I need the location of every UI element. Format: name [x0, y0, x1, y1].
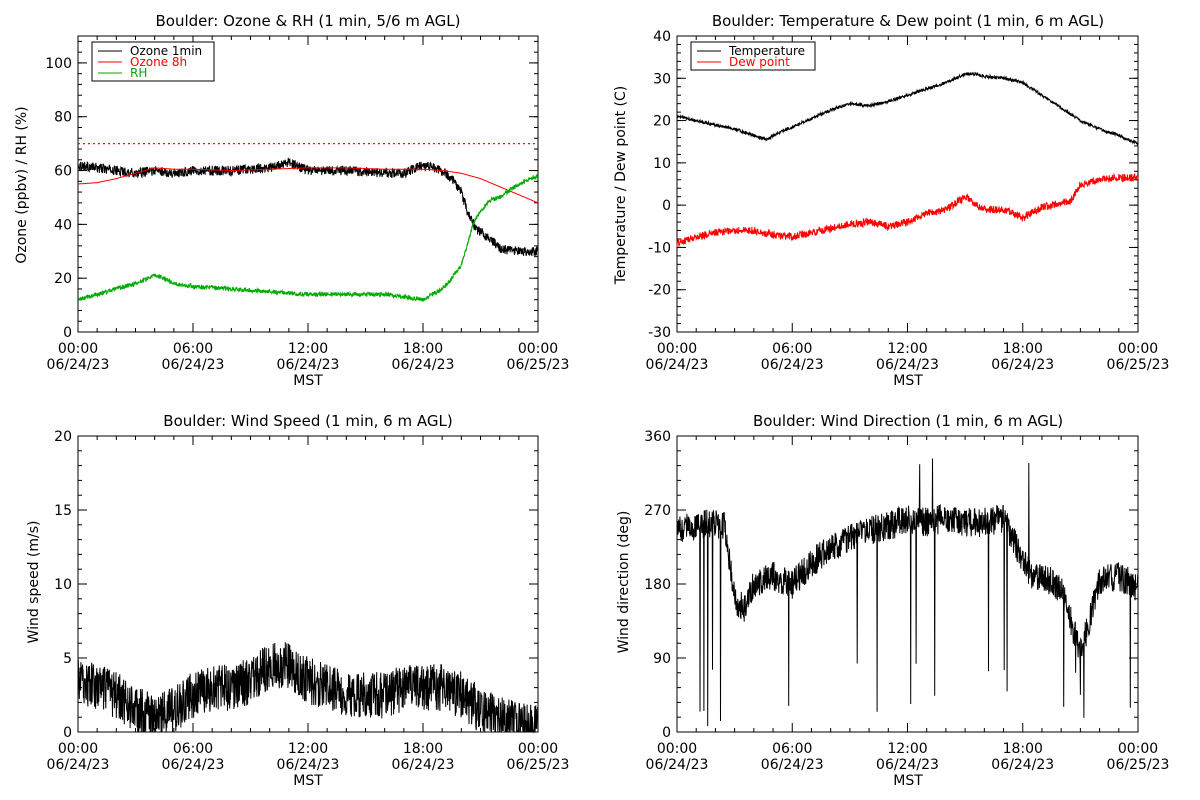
- x-tick-label-time: 18:00: [403, 741, 443, 757]
- x-tick-label-date: 06/24/23: [162, 757, 225, 773]
- chart-title: Boulder: Temperature & Dew point (1 min,…: [712, 12, 1104, 30]
- x-tick-label-time: 06:00: [772, 341, 812, 357]
- x-tick-label-time: 06:00: [772, 741, 812, 757]
- x-axis-label: MST: [893, 773, 923, 789]
- x-tick-label-time: 00:00: [1118, 741, 1158, 757]
- x-tick-label-time: 00:00: [518, 341, 558, 357]
- x-tick-label-date: 06/24/23: [392, 357, 455, 373]
- x-tick-label-time: 00:00: [58, 341, 98, 357]
- y-tick-label: 100: [45, 56, 72, 72]
- x-tick-label-date: 06/24/23: [876, 357, 939, 373]
- series-line-ozone-1min: [77, 157, 539, 257]
- y-tick-label: 80: [54, 110, 72, 126]
- y-tick-label: 270: [644, 503, 671, 519]
- y-tick-label: 40: [653, 29, 671, 45]
- legend-label: Ozone 1min: [130, 44, 202, 58]
- y-tick-label: 5: [63, 651, 72, 667]
- y-tick-label: 0: [63, 325, 72, 341]
- y-tick-label: 20: [54, 271, 72, 287]
- y-axis-label: Temperature / Dew point (C): [613, 86, 629, 285]
- y-tick-label: 0: [662, 198, 671, 214]
- x-tick-label-date: 06/24/23: [761, 357, 824, 373]
- x-tick-label-date: 06/25/23: [1107, 357, 1170, 373]
- x-tick-label-date: 06/24/23: [162, 357, 225, 373]
- x-tick-label-time: 12:00: [887, 341, 927, 357]
- y-tick-label: 10: [54, 577, 72, 593]
- series-line-dew-point: [676, 172, 1139, 247]
- x-tick-label-date: 06/24/23: [761, 757, 824, 773]
- y-tick-label: -10: [648, 240, 671, 256]
- y-tick-label: 15: [54, 503, 72, 519]
- x-axis-label: MST: [893, 373, 923, 389]
- temperature-dewpoint-panel: Boulder: Temperature & Dew point (1 min,…: [613, 12, 1169, 389]
- x-tick-label-time: 00:00: [518, 741, 558, 757]
- y-tick-label: 0: [63, 725, 72, 741]
- x-tick-label-date: 06/24/23: [47, 357, 110, 373]
- y-tick-label: 90: [653, 651, 671, 667]
- chart-title: Boulder: Wind Speed (1 min, 6 m AGL): [163, 412, 452, 430]
- y-tick-label: 10: [653, 156, 671, 172]
- legend-label: Temperature: [728, 44, 805, 58]
- x-tick-label-time: 12:00: [288, 341, 328, 357]
- chart-title: Boulder: Wind Direction (1 min, 6 m AGL): [753, 412, 1063, 430]
- x-tick-label-time: 18:00: [403, 341, 443, 357]
- y-tick-label: 180: [644, 577, 671, 593]
- x-tick-label-date: 06/24/23: [991, 357, 1054, 373]
- y-axis-label: Wind speed (m/s): [26, 521, 42, 644]
- x-tick-label-time: 12:00: [887, 741, 927, 757]
- legend-label: Ozone 8h: [130, 55, 187, 69]
- x-tick-label-time: 00:00: [58, 741, 98, 757]
- y-axis-label: Ozone (ppbv) / RH (%): [14, 106, 30, 263]
- legend-box: [690, 41, 816, 71]
- x-tick-label-date: 06/24/23: [47, 757, 110, 773]
- y-tick-label: 30: [653, 71, 671, 87]
- x-tick-label-time: 00:00: [657, 341, 697, 357]
- x-tick-label-date: 06/25/23: [507, 357, 570, 373]
- y-tick-label: 20: [653, 114, 671, 130]
- y-tick-label: -20: [648, 283, 671, 299]
- wind-direction-panel: Boulder: Wind Direction (1 min, 6 m AGL)…: [616, 412, 1169, 789]
- chart-title: Boulder: Ozone & RH (1 min, 5/6 m AGL): [155, 12, 460, 30]
- x-tick-label-date: 06/24/23: [277, 357, 340, 373]
- series-line-series: [77, 642, 539, 734]
- plot-frame: [676, 435, 1139, 733]
- x-tick-label-date: 06/24/23: [277, 757, 340, 773]
- series-line-temperature: [676, 71, 1139, 146]
- plot-frame: [676, 35, 1139, 333]
- x-tick-label-date: 06/25/23: [1107, 757, 1170, 773]
- x-tick-label-time: 12:00: [288, 741, 328, 757]
- legend-label: Dew point: [729, 55, 790, 69]
- x-tick-label-time: 06:00: [173, 341, 213, 357]
- x-tick-label-time: 06:00: [173, 741, 213, 757]
- x-tick-label-date: 06/24/23: [646, 757, 709, 773]
- x-tick-label-date: 06/24/23: [392, 757, 455, 773]
- y-axis-label: Wind direction (deg): [616, 511, 632, 654]
- x-tick-label-time: 18:00: [1003, 741, 1043, 757]
- legend-label: RH: [130, 66, 147, 80]
- wind-speed-panel: Boulder: Wind Speed (1 min, 6 m AGL) Win…: [26, 412, 569, 789]
- y-tick-label: 20: [54, 429, 72, 445]
- y-tick-label: 40: [54, 217, 72, 233]
- y-tick-label: -30: [648, 325, 671, 341]
- x-tick-label-time: 00:00: [1118, 341, 1158, 357]
- x-tick-label-time: 00:00: [657, 741, 697, 757]
- y-tick-label: 0: [662, 725, 671, 741]
- x-tick-label-date: 06/25/23: [507, 757, 570, 773]
- x-tick-label-date: 06/24/23: [991, 757, 1054, 773]
- ozone-rh-panel: Boulder: Ozone & RH (1 min, 5/6 m AGL) O…: [14, 12, 569, 389]
- series-line-rh: [77, 174, 539, 303]
- x-axis-label: MST: [293, 773, 323, 789]
- x-tick-label-date: 06/24/23: [876, 757, 939, 773]
- x-tick-label-time: 18:00: [1003, 341, 1043, 357]
- x-axis-label: MST: [293, 373, 323, 389]
- y-tick-label: 360: [644, 429, 671, 445]
- series-line-ozone-8h: [78, 167, 539, 204]
- y-tick-label: 60: [54, 164, 72, 180]
- x-tick-label-date: 06/24/23: [646, 357, 709, 373]
- series-line-series: [676, 458, 1139, 727]
